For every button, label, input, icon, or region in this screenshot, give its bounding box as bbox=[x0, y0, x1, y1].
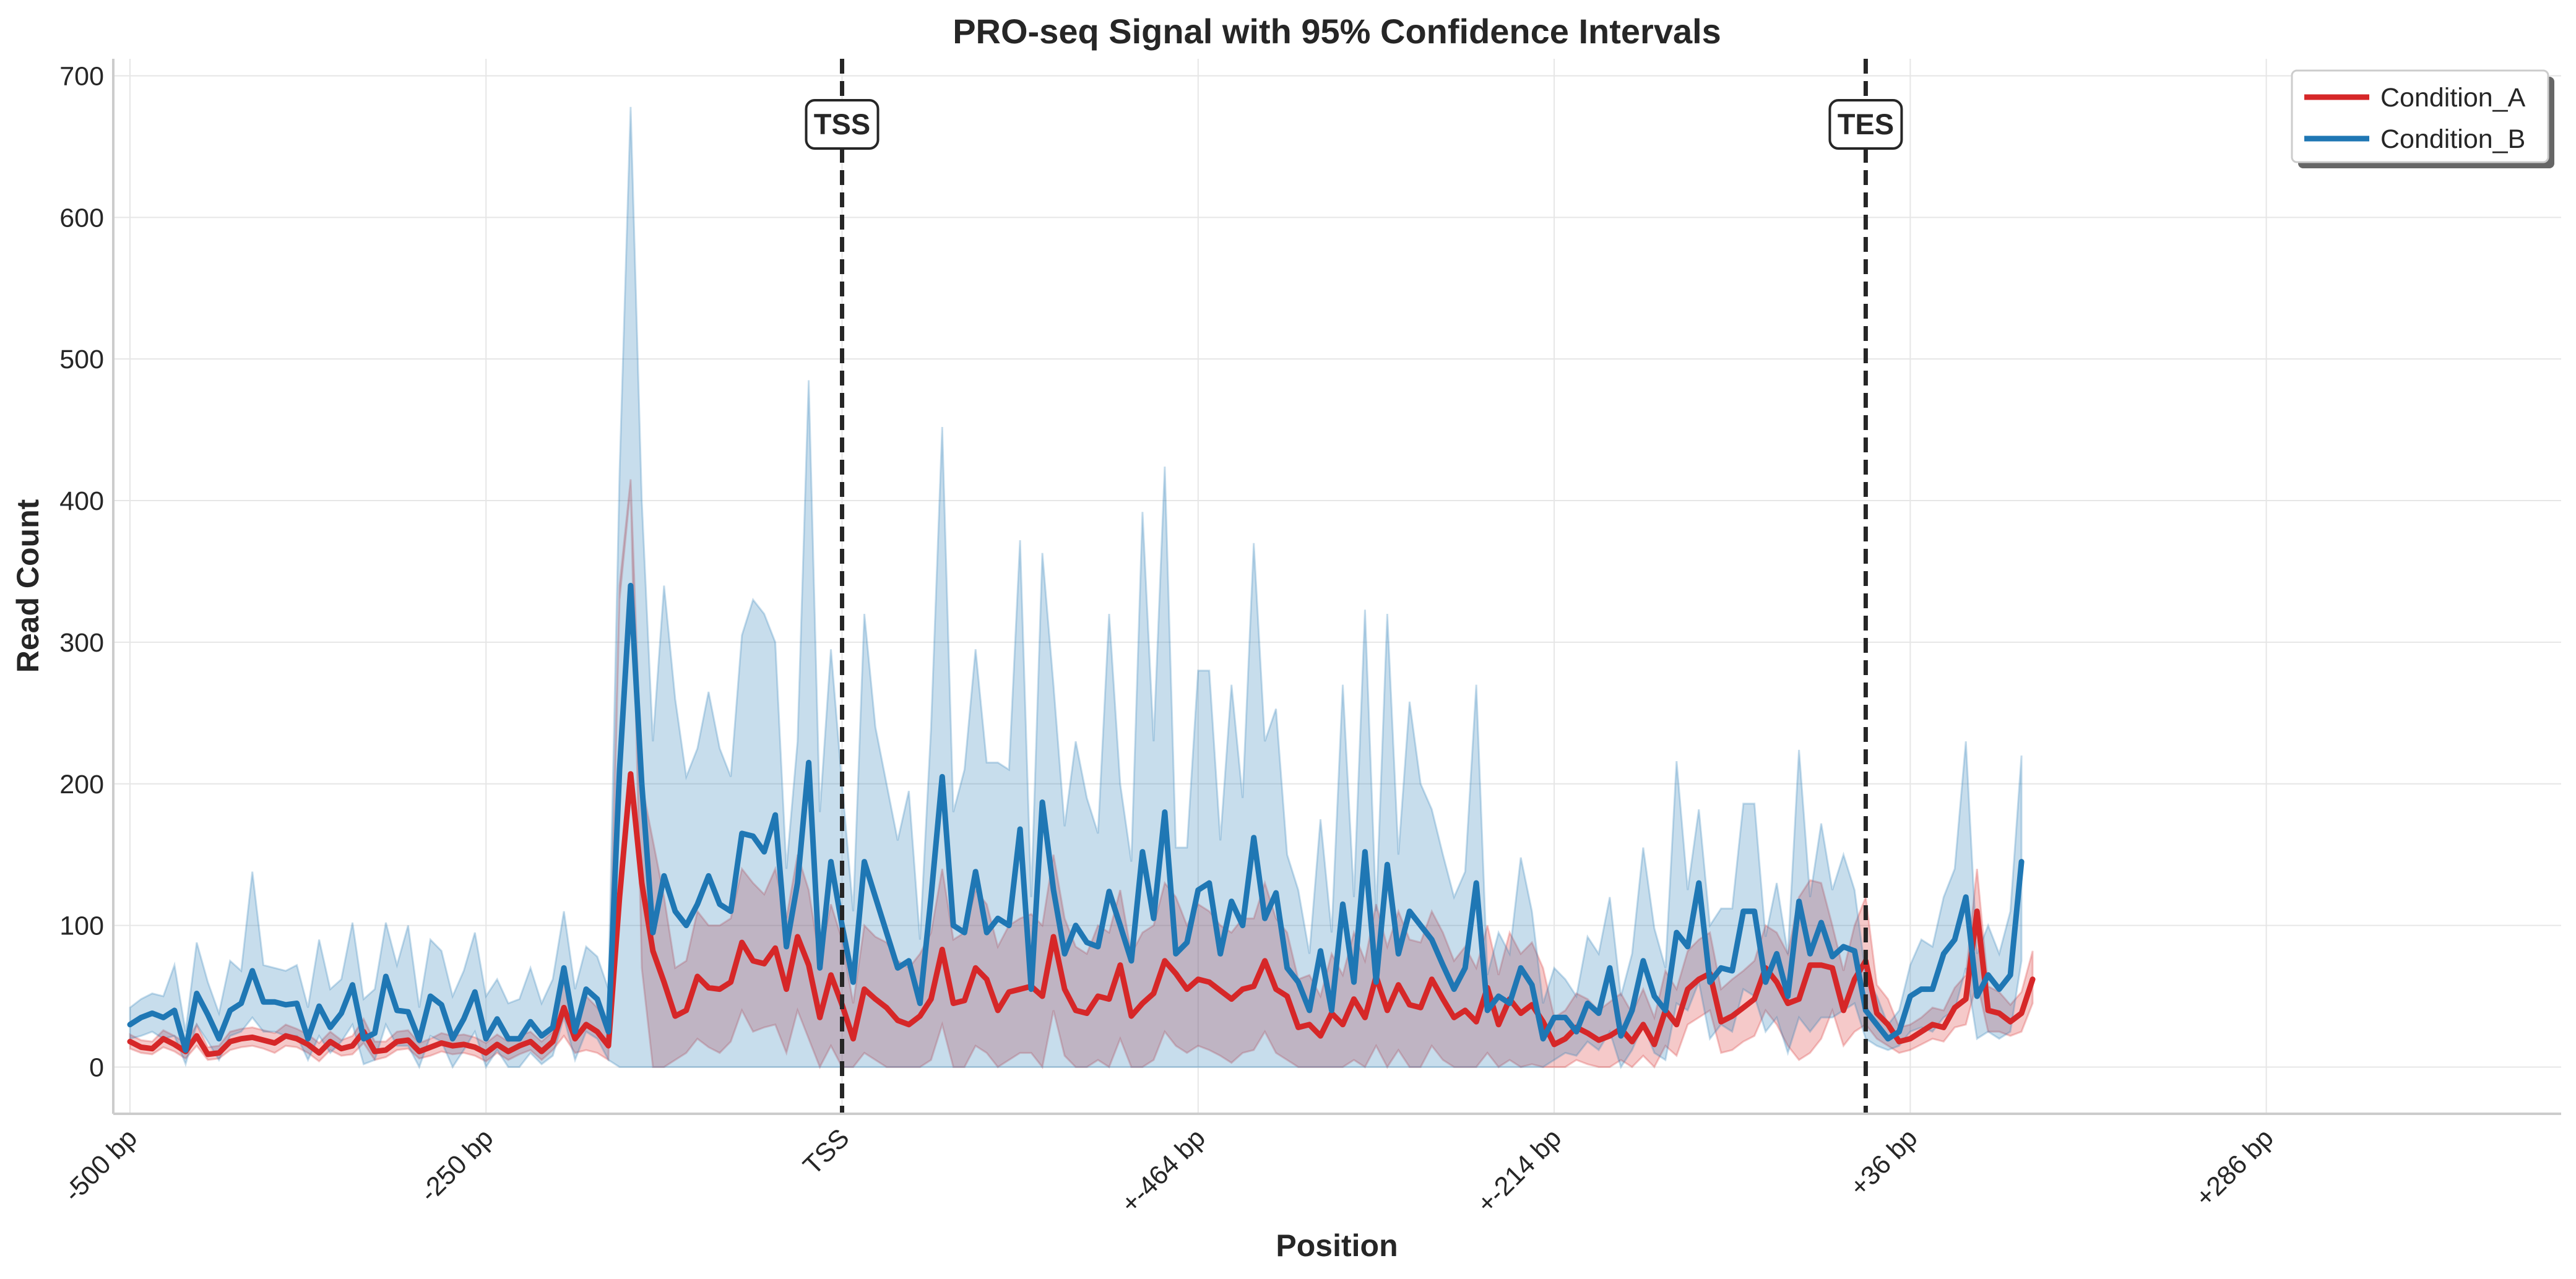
y-tick-label: 700 bbox=[59, 61, 104, 91]
y-tick-label: 200 bbox=[59, 770, 104, 799]
y-tick-label: 400 bbox=[59, 486, 104, 516]
x-tick-label: +-214 bp bbox=[1471, 1123, 1567, 1219]
x-tick-label: -250 bp bbox=[414, 1123, 499, 1208]
confidence-bands bbox=[129, 106, 2034, 1070]
annotation-label-tss: TSS bbox=[814, 108, 870, 140]
y-tick-label: 600 bbox=[59, 203, 104, 233]
gridlines bbox=[113, 59, 2561, 1114]
chart-title: PRO-seq Signal with 95% Confidence Inter… bbox=[953, 12, 1721, 51]
x-tick-label: +-464 bp bbox=[1115, 1123, 1211, 1219]
annotations: TSS TES bbox=[805, 59, 1903, 1114]
x-axis-label: Position bbox=[1276, 1228, 1398, 1263]
x-tick-label: -500 bp bbox=[58, 1123, 143, 1208]
y-tick-label: 100 bbox=[59, 911, 104, 941]
y-tick-label: 300 bbox=[59, 628, 104, 658]
legend-label-condition-a: Condition_A bbox=[2380, 83, 2526, 113]
series-line-condition-a bbox=[127, 771, 2036, 1057]
series-line-condition-b bbox=[127, 582, 2025, 1053]
annotation-box-tss bbox=[805, 99, 880, 150]
legend-label-condition-b: Condition_B bbox=[2380, 124, 2525, 154]
x-tick-label: +286 bp bbox=[2190, 1123, 2280, 1213]
annotation-label-tes: TES bbox=[1838, 108, 1894, 140]
y-axis-label: Read Count bbox=[11, 499, 45, 673]
legend: Condition_A Condition_B bbox=[2291, 69, 2554, 168]
series-lines bbox=[127, 582, 2036, 1057]
axes bbox=[112, 59, 2561, 1115]
x-tick-label: +36 bp bbox=[1844, 1123, 1924, 1202]
x-tick-label: TSS bbox=[797, 1123, 855, 1181]
y-tick-label: 0 bbox=[89, 1053, 104, 1082]
y-tick-label: 500 bbox=[59, 345, 104, 374]
annotation-box-tes bbox=[1828, 99, 1903, 150]
